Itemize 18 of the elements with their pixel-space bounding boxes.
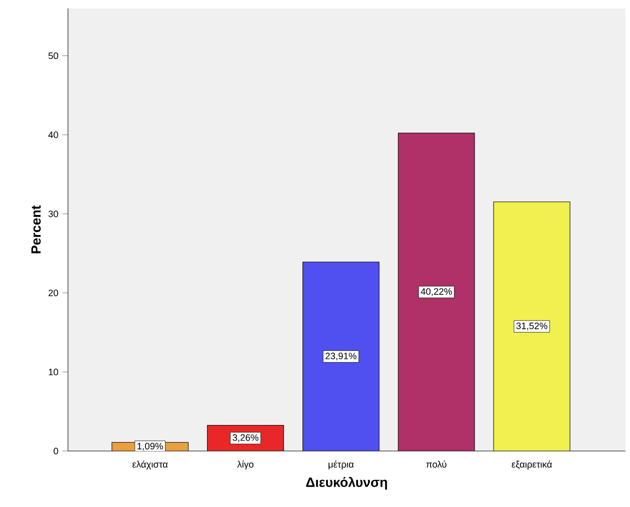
data-label: 1,09% [138,442,163,451]
data-label: 40,22% [420,288,452,296]
x-tick-label: λίγο [237,460,254,470]
x-tick-label: εξαιρετικά [512,460,552,470]
y-tick-label: 0 [54,448,58,454]
x-axis-title: Διευκόλυνση [306,476,387,490]
x-tick-label: πολύ [426,460,446,468]
y-tick-label: 20 [48,290,58,296]
y-tick-label: 40 [48,132,58,138]
y-tick-label: 10 [48,368,58,376]
x-tick-label: μέτρια [328,460,354,470]
y-tick-label: 50 [48,52,58,60]
y-axis-title: Percent [31,205,41,254]
data-label: 23,91% [326,352,356,360]
x-tick-label: ελάχιστα [132,460,168,470]
y-tick-label: 30 [48,210,58,218]
data-label: 3,26% [232,434,258,442]
data-label: 31,52% [516,322,548,330]
